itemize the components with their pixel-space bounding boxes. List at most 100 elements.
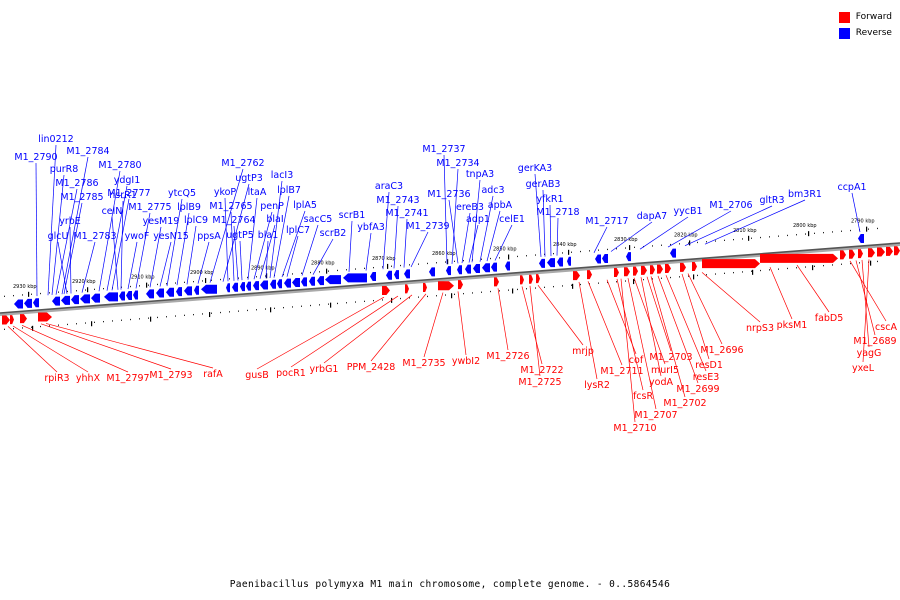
ruler-dot (670, 243, 671, 246)
leader-line (849, 260, 887, 322)
leader-line (149, 226, 162, 288)
ruler-dot (175, 282, 176, 284)
leader-line (479, 195, 494, 262)
backbone-line (0, 242, 900, 314)
ruler-dot (760, 269, 761, 272)
gene-label: tnpA3 (466, 169, 494, 180)
gene-label: rafA (203, 369, 223, 380)
ruler-dot (859, 262, 860, 264)
ruler-dot (166, 316, 167, 318)
gene-arrow (201, 284, 217, 294)
gene-label: blaI (266, 214, 283, 225)
gene-arrow (119, 291, 125, 301)
ruler-dot (139, 318, 140, 320)
ruler-dot (85, 289, 86, 291)
ruler-dot (76, 323, 77, 325)
ruler-dot (4, 295, 5, 297)
ruler-tick-top (447, 259, 449, 265)
ruler-dot (436, 262, 437, 264)
ruler-dot (4, 328, 5, 330)
gene-arrow (529, 274, 533, 284)
gene-label: gerKA3 (518, 163, 552, 174)
gene-arrow (309, 276, 315, 286)
leader-line (40, 323, 172, 370)
ruler-dot (292, 273, 293, 275)
ruler-dot (283, 273, 284, 276)
gene-label: resE3 (693, 372, 720, 383)
leader-line (47, 144, 57, 296)
ruler-dot (346, 269, 347, 271)
gene-arrow (465, 264, 471, 274)
legend-reverse: Reverse (838, 25, 892, 41)
gene-arrow (20, 314, 27, 324)
ruler-dot (310, 304, 311, 307)
legend-forward: Forward (838, 9, 892, 25)
ruler-dot (715, 240, 716, 242)
leader-line (701, 272, 761, 323)
gene-arrow (692, 261, 697, 271)
ruler-dot (796, 267, 797, 269)
leader-line (301, 224, 319, 276)
gene-label: M1_2775 (128, 202, 171, 213)
ruler-dot (553, 285, 554, 288)
legend-reverse-label: Reverse (855, 28, 892, 38)
ruler-tick-top (87, 287, 89, 293)
gene-label: gusB (245, 370, 269, 381)
gene-arrow (539, 258, 545, 268)
ruler-dot (229, 311, 230, 313)
gene-arrow (317, 276, 324, 286)
gene-label: ereB3 (456, 202, 484, 213)
ruler-dot (805, 233, 806, 235)
gene-label: M1_2699 (676, 384, 719, 395)
gene-label: lplB7 (277, 185, 301, 196)
gene-label: M1_2762 (221, 158, 264, 169)
ruler-dot (706, 274, 707, 276)
gene-label: M1_2777 (107, 188, 150, 199)
leader-line (209, 168, 244, 283)
gene-arrow (156, 288, 164, 298)
gene-label: M1_2739 (406, 221, 449, 232)
gene-label: dapA7 (637, 211, 667, 222)
gene-label: M1_2717 (585, 216, 628, 227)
gene-label: adc3 (481, 185, 504, 196)
ruler-dot (103, 287, 104, 290)
leader-line (620, 278, 636, 423)
gene-arrow (633, 266, 638, 276)
leader-line (57, 241, 68, 294)
leader-line (684, 205, 773, 247)
reverse-strand-genes (14, 234, 864, 309)
gene-arrow (166, 287, 174, 297)
gene-arrow (240, 282, 245, 292)
gene-arrow (33, 298, 39, 308)
gene-arrow (680, 262, 686, 272)
ruler-dot (301, 272, 302, 274)
ruler-dot (382, 299, 383, 301)
ruler-tick-bottom (512, 288, 514, 294)
gene-arrow (394, 270, 399, 280)
ruler-dot (301, 305, 302, 307)
ruler-dot (202, 313, 203, 315)
gene-label: ybfA3 (357, 222, 385, 233)
ruler-dot (49, 292, 50, 294)
ruler-dot (148, 284, 149, 286)
ruler-tick-label: 2900 kbp (190, 270, 214, 276)
leader-line (861, 259, 870, 348)
gene-label: pksM1 (777, 320, 808, 331)
ruler-dot (553, 252, 554, 255)
leader-line (265, 240, 269, 279)
ruler-dot (265, 275, 266, 277)
ruler-tick-top (629, 245, 631, 251)
ruler-dot (706, 241, 707, 243)
gene-arrow (246, 281, 251, 291)
leader-line (610, 221, 653, 252)
gene-arrow (458, 280, 463, 290)
ruler-dot (148, 317, 149, 319)
ruler-dot (787, 267, 788, 270)
ruler-dot (616, 248, 617, 250)
ruler-dot (778, 268, 779, 270)
gene-arrow (760, 253, 838, 263)
ruler-dot (526, 288, 527, 290)
gene-arrow (858, 234, 864, 244)
leader-line (769, 266, 793, 320)
gene-arrow (494, 277, 499, 287)
